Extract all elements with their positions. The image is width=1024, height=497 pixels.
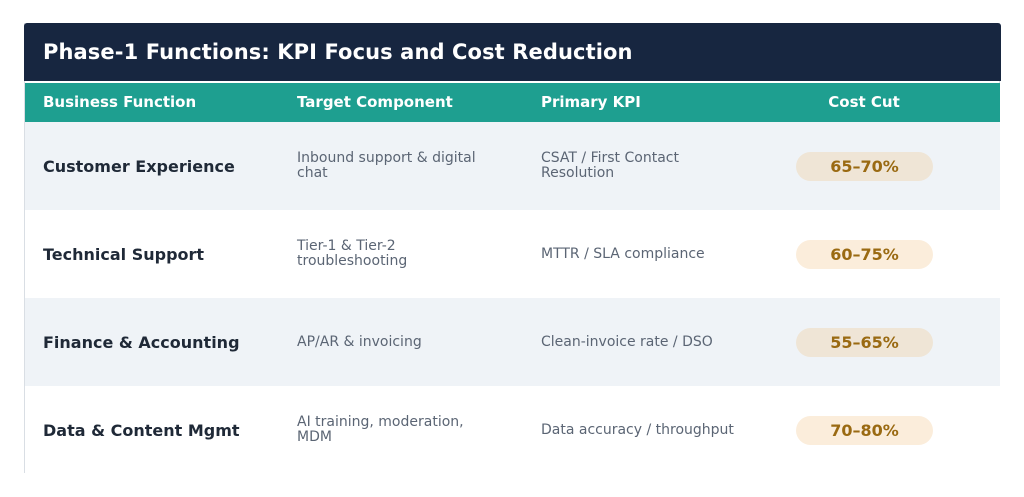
table-row: Data & Content Mgmt AI training, moderat… (25, 386, 1000, 474)
cost-cut-badge: 70–80% (796, 416, 933, 445)
table-header-row: Business Function Target Component Prima… (25, 83, 1000, 122)
component-cell: Inbound support & digital chat (297, 150, 476, 181)
header-business-function: Business Function (43, 93, 197, 111)
cost-cut-badge: 55–65% (796, 328, 933, 357)
table-row: Customer Experience Inbound support & di… (25, 122, 1000, 210)
table-title: Phase-1 Functions: KPI Focus and Cost Re… (43, 40, 633, 64)
kpi-cell: MTTR / SLA compliance (541, 245, 705, 262)
function-cell: Technical Support (43, 244, 205, 264)
header-primary-kpi: Primary KPI (541, 93, 641, 111)
header-target-component: Target Component (297, 93, 453, 111)
kpi-table-card: Phase-1 Functions: KPI Focus and Cost Re… (24, 23, 1001, 474)
cost-cut-badge: 65–70% (796, 152, 933, 181)
kpi-cell: CSAT / First Contact Resolution (541, 150, 679, 181)
function-cell: Customer Experience (43, 156, 235, 176)
title-bar: Phase-1 Functions: KPI Focus and Cost Re… (24, 23, 1001, 81)
component-cell: AP/AR & invoicing (297, 333, 422, 350)
function-cell: Data & Content Mgmt (43, 420, 240, 440)
cost-cut-badge: 60–75% (796, 240, 933, 269)
component-cell: AI training, moderation, MDM (297, 414, 464, 445)
kpi-cell: Data accuracy / throughput (541, 421, 734, 438)
component-cell: Tier-1 & Tier-2 troubleshooting (297, 238, 408, 269)
function-cell: Finance & Accounting (43, 332, 240, 352)
header-cost-cut: Cost Cut (828, 93, 900, 111)
kpi-cell: Clean-invoice rate / DSO (541, 333, 713, 350)
table-row: Finance & Accounting AP/AR & invoicing C… (25, 298, 1000, 386)
table-row: Technical Support Tier-1 & Tier-2 troubl… (25, 210, 1000, 298)
